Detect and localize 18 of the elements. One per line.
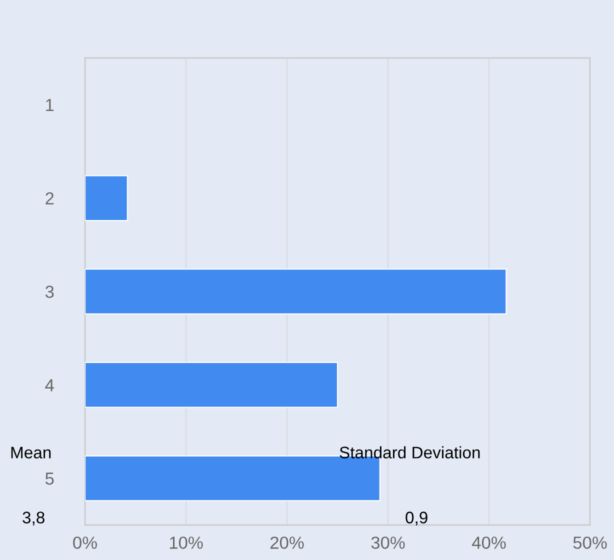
y-tick-label: 4 — [45, 379, 54, 392]
y-tick-label: 2 — [46, 192, 54, 204]
x-tick-label: 20% — [270, 536, 304, 549]
bar — [85, 362, 338, 408]
y-tick-label: 3 — [45, 286, 54, 298]
bar — [85, 175, 128, 222]
text: Mean — [11, 446, 51, 458]
x-tick-label: 30% — [371, 536, 405, 549]
y-tick-label: 1 — [46, 99, 54, 111]
x-tick-label: 0% — [73, 536, 97, 549]
x-tick-label: 10% — [170, 536, 203, 549]
annotation: 0,9 — [406, 512, 428, 526]
x-tick-label: 50% — [573, 536, 607, 549]
x-tick-label: 40% — [472, 536, 506, 549]
y-tick-label: 5 — [45, 472, 54, 485]
text: 3,8 — [22, 512, 44, 526]
annotation: Standard Deviation — [340, 446, 480, 458]
bar — [85, 268, 507, 314]
